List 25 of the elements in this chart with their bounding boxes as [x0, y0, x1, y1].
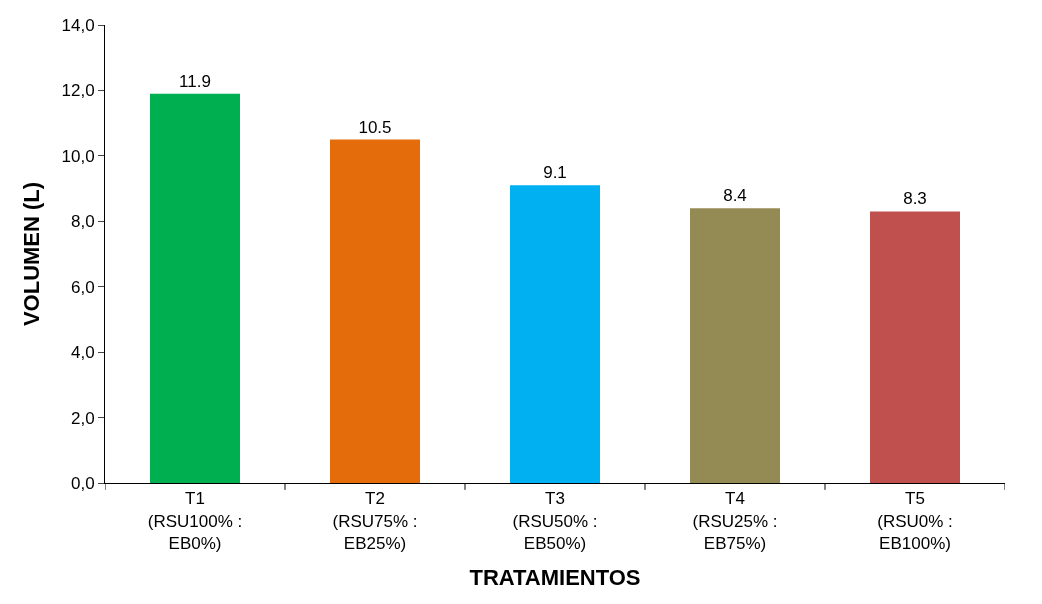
data-label: 10.5	[358, 117, 392, 137]
bar	[510, 185, 600, 483]
data-label: 8.3	[903, 189, 927, 209]
y-axis-title: VOLUMEN (L)	[19, 181, 45, 327]
y-tick-label: 8,0	[70, 212, 95, 232]
x-axis-title: TRATAMIENTOS	[469, 565, 641, 591]
x-tick-label: T3 (RSU50% : EB50%)	[512, 489, 598, 553]
data-label: 11.9	[179, 71, 211, 91]
x-tick-label: T4 (RSU25% : EB75%)	[692, 489, 778, 553]
bar	[690, 208, 780, 483]
y-tick-label: 12,0	[61, 81, 95, 101]
y-tick-label: 4,0	[70, 343, 95, 363]
x-tick-label: T2 (RSU75% : EB25%)	[332, 489, 418, 553]
data-label: 9.1	[543, 163, 567, 183]
y-tick-label: 6,0	[70, 277, 95, 297]
data-label: 8.4	[723, 186, 747, 206]
y-tick-label: 10,0	[61, 146, 95, 166]
bar	[870, 211, 960, 483]
bar	[150, 93, 240, 483]
x-tick-label: T5 (RSU0% : EB100%)	[877, 489, 953, 553]
bar	[330, 139, 420, 483]
y-tick-label: 14,0	[61, 15, 95, 35]
y-tick-label: 2,0	[70, 408, 95, 428]
x-tick-label: T1 (RSU100% : EB0%)	[147, 489, 243, 553]
y-tick-label: 0,0	[70, 473, 95, 493]
